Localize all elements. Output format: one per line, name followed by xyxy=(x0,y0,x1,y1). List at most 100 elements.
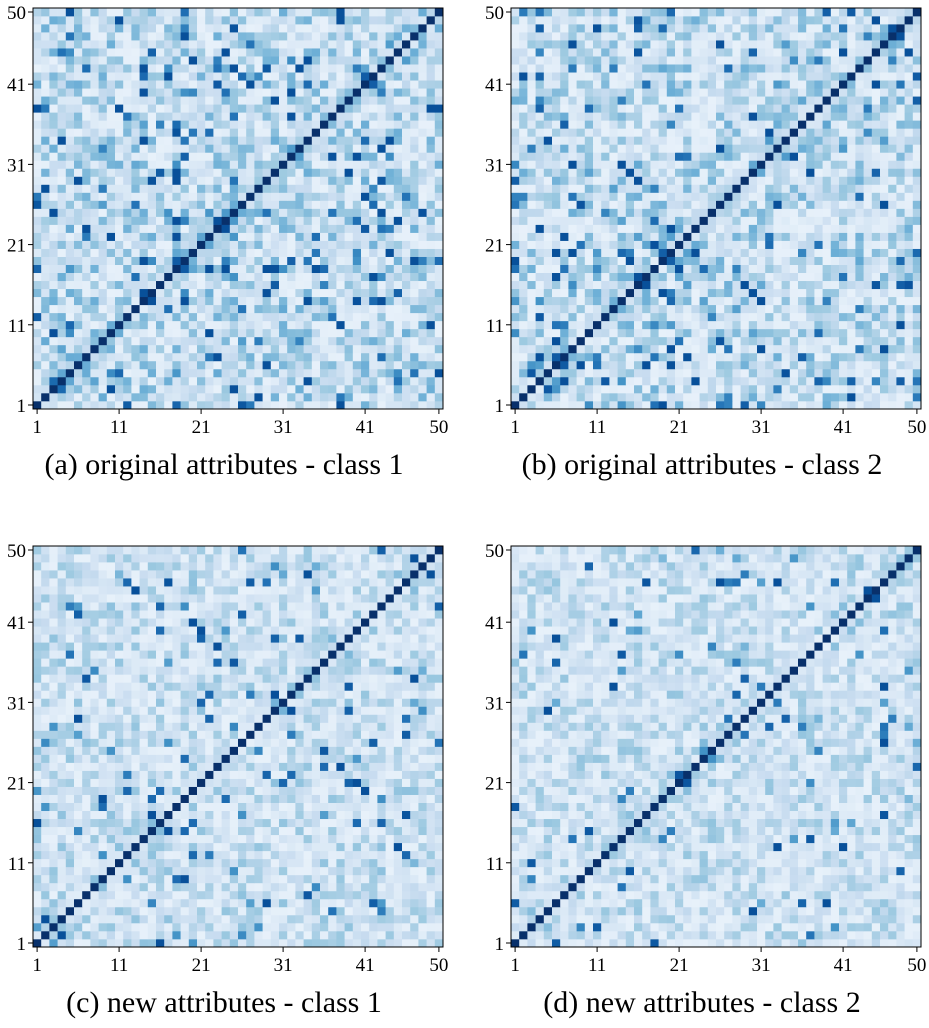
heatmap-cell xyxy=(650,336,659,346)
heatmap-cell xyxy=(361,216,370,225)
heatmap-cell xyxy=(49,400,58,410)
heatmap-cell xyxy=(344,88,354,97)
heatmap-cell xyxy=(90,144,99,153)
heatmap-cell xyxy=(49,128,58,137)
heatmap-cell xyxy=(535,248,545,257)
heatmap-cell xyxy=(434,32,444,41)
heatmap-cell xyxy=(650,8,659,17)
heatmap-cell xyxy=(328,128,337,137)
heatmap-cell xyxy=(123,8,132,17)
heatmap-cell xyxy=(814,168,823,177)
heatmap-cell xyxy=(426,40,436,49)
heatmap-cell xyxy=(691,32,700,41)
heatmap-cell xyxy=(724,224,733,233)
heatmap-cell xyxy=(707,80,717,89)
heatmap-cell xyxy=(402,216,411,225)
heatmap-cell xyxy=(213,272,222,282)
heatmap-cell xyxy=(57,200,67,209)
heatmap-cell xyxy=(732,24,741,33)
heatmap-cell xyxy=(156,136,165,145)
heatmap-cell xyxy=(576,392,586,402)
heatmap-cell xyxy=(262,72,272,81)
heatmap-cell xyxy=(385,192,395,201)
heatmap-cell xyxy=(303,232,313,241)
heatmap-cell xyxy=(716,336,725,346)
heatmap-cell xyxy=(535,120,545,129)
heatmap-cell xyxy=(748,312,758,322)
heatmap-cell xyxy=(568,360,577,370)
heatmap-cell xyxy=(106,152,116,161)
heatmap-cell xyxy=(871,120,881,129)
heatmap-cell xyxy=(336,360,345,370)
heatmap-cell xyxy=(839,344,848,354)
heatmap-cell xyxy=(789,240,799,249)
heatmap-cell xyxy=(418,128,427,137)
heatmap-cell xyxy=(41,264,50,274)
heatmap-cell xyxy=(830,352,840,362)
heatmap-cell xyxy=(361,152,370,161)
heatmap-cell xyxy=(98,104,108,113)
heatmap-cell xyxy=(205,360,214,370)
heatmap-cell xyxy=(609,376,618,386)
heatmap-cell xyxy=(164,304,173,314)
heatmap-cell xyxy=(642,384,651,394)
heatmap-cell xyxy=(65,80,75,89)
heatmap-cell xyxy=(904,216,914,225)
heatmap-cell xyxy=(625,192,635,201)
heatmap-cell xyxy=(434,48,444,57)
heatmap-cell xyxy=(434,304,444,314)
heatmap-cell xyxy=(732,304,741,314)
heatmap-cell xyxy=(593,312,602,322)
heatmap-cell xyxy=(197,136,206,145)
heatmap-cell xyxy=(131,392,140,402)
heatmap-cell xyxy=(839,256,848,265)
heatmap-cell xyxy=(369,248,378,257)
heatmap-cell xyxy=(205,208,214,217)
heatmap-cell xyxy=(328,304,337,314)
heatmap-cell xyxy=(123,72,132,81)
heatmap-cell xyxy=(740,312,750,322)
heatmap-cell xyxy=(650,120,659,129)
heatmap-cell xyxy=(658,352,668,362)
heatmap-cell xyxy=(535,72,545,81)
heatmap-cell xyxy=(123,240,132,249)
heatmap-cell xyxy=(855,88,864,97)
heatmap-cell xyxy=(912,80,922,89)
heatmap-cell xyxy=(683,336,692,346)
heatmap-cell xyxy=(221,288,231,298)
heatmap-cell xyxy=(732,288,741,298)
heatmap-cell xyxy=(707,136,717,145)
heatmap-cell xyxy=(74,240,83,249)
heatmap-cell xyxy=(880,400,889,410)
heatmap-cell xyxy=(172,80,181,89)
heatmap-cell xyxy=(65,96,75,105)
heatmap-cell xyxy=(246,80,255,89)
heatmap-cell xyxy=(830,200,840,209)
y-tick-label: 1 xyxy=(17,396,27,417)
heatmap-cell xyxy=(270,352,280,362)
heatmap-cell xyxy=(609,200,618,209)
heatmap-cell xyxy=(213,176,222,185)
heatmap-cell xyxy=(123,328,132,338)
heatmap-cell xyxy=(246,240,255,249)
heatmap-cell xyxy=(410,240,419,249)
heatmap-cell xyxy=(344,352,354,362)
heatmap-cell xyxy=(426,256,436,265)
heatmap-cell xyxy=(576,16,586,25)
heatmap-cell xyxy=(270,160,280,169)
heatmap-cell xyxy=(238,384,247,394)
heatmap-cell xyxy=(757,72,766,81)
heatmap-cell xyxy=(57,304,67,314)
heatmap-cell xyxy=(519,296,528,306)
heatmap-cell xyxy=(871,40,881,49)
heatmap-cell xyxy=(361,248,370,257)
heatmap-cell xyxy=(617,216,627,225)
heatmap-cell xyxy=(328,56,337,65)
heatmap-cell xyxy=(229,200,239,209)
heatmap-cell xyxy=(724,304,733,314)
heatmap-cell xyxy=(115,304,124,314)
heatmap-cell xyxy=(707,56,717,65)
heatmap-cell xyxy=(748,344,758,354)
heatmap-cell xyxy=(434,56,444,65)
heatmap-cell xyxy=(724,152,733,161)
